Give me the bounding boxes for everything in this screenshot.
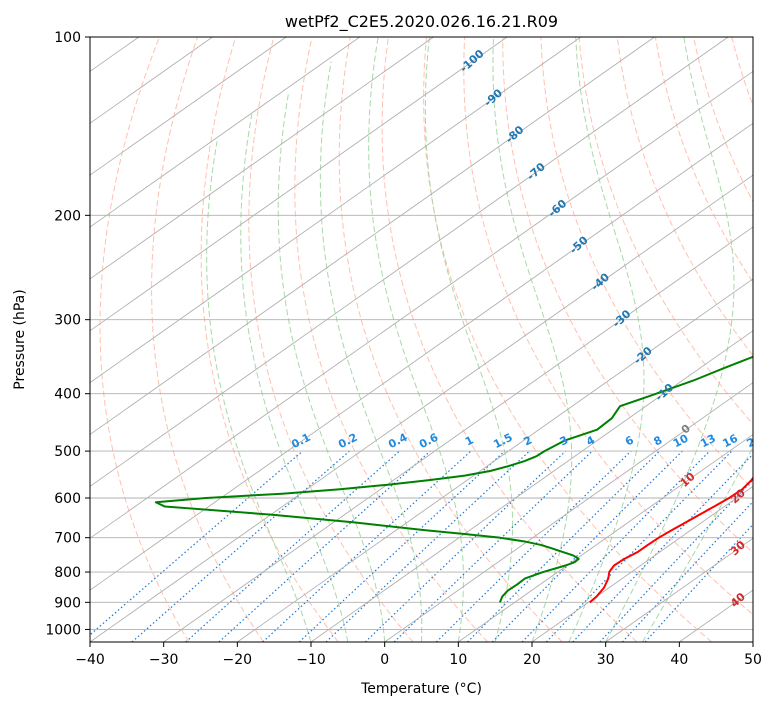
dry-adiabat-line <box>423 37 713 642</box>
dry-adiabat-line <box>338 37 563 642</box>
dry-adiabat-line <box>540 37 753 491</box>
moist-adiabat-line <box>492 37 573 642</box>
dewpoint-profile-line <box>154 355 753 603</box>
dry-adiabat-line <box>502 37 753 554</box>
x-tick-label: −30 <box>149 652 179 668</box>
x-tick-label: −40 <box>75 652 105 668</box>
mixing-ratio-line <box>90 450 304 636</box>
dry-adiabat-line <box>463 37 753 616</box>
dry-adiabat-line <box>151 37 264 642</box>
mixing-ratio-line <box>393 450 593 642</box>
x-tick-label: −20 <box>223 652 253 668</box>
dry-adiabat-line <box>248 37 414 642</box>
x-tick-label: 30 <box>597 652 615 668</box>
y-tick-label: 900 <box>54 595 81 611</box>
isotherm-line <box>458 433 753 642</box>
mixing-ratio-line <box>435 450 632 642</box>
x-tick-label: 10 <box>449 652 467 668</box>
mixing-ratio-line <box>218 450 431 642</box>
y-tick-label: 800 <box>54 565 81 581</box>
mixing-ratio-line <box>521 450 711 642</box>
moist-adiabat-line <box>240 114 349 642</box>
mixing-ratio-label: 20 <box>745 432 765 451</box>
isotherm-line <box>0 37 65 642</box>
isotherm-line <box>90 37 434 280</box>
dry-adiabat-line <box>294 37 488 642</box>
isotherm-line <box>90 37 508 332</box>
x-tick-label: −10 <box>296 652 326 668</box>
moist-adiabat-line <box>642 445 753 642</box>
isotherm-line <box>90 37 729 487</box>
y-axis-label: Pressure (hPa) <box>12 289 28 389</box>
mixing-ratio-line <box>262 450 472 642</box>
isotherm-line <box>90 174 753 642</box>
x-axis-label: Temperature (°C) <box>360 681 482 697</box>
mixing-ratio-line <box>131 450 350 642</box>
dry-adiabat-line <box>578 37 753 425</box>
isotherm-line <box>90 122 753 591</box>
plot-area <box>90 37 753 642</box>
moist-adiabat-line <box>424 37 514 642</box>
data-series <box>154 355 753 604</box>
mixing-ratio-line <box>325 450 530 642</box>
dry-adiabat-line <box>693 37 753 203</box>
y-tick-label: 300 <box>54 313 81 329</box>
moist-adiabat-line <box>605 37 735 642</box>
isotherm-line <box>531 485 753 642</box>
isotherm-line <box>90 70 753 539</box>
moist-adiabat-line <box>368 37 464 642</box>
saturation-curve-line <box>0 37 65 642</box>
y-tick-label: 200 <box>54 208 81 224</box>
isotherm-line <box>90 37 582 384</box>
y-tick-label: 400 <box>54 387 81 403</box>
y-tick-label: 700 <box>54 531 81 547</box>
isotherm-line <box>752 641 753 642</box>
isotherm-line <box>605 537 753 642</box>
dry-adiabat-line <box>200 37 339 642</box>
dry-adiabat-line <box>99 37 190 642</box>
mixing-ratio-line <box>467 450 661 642</box>
isotherm-line <box>163 226 753 642</box>
mixing-ratio-line <box>572 453 753 642</box>
dry-adiabat-line <box>770 37 775 642</box>
y-tick-label: 500 <box>54 444 81 460</box>
y-axis: 100 200 300 400 500 600 700 800 900 1000 <box>45 30 90 638</box>
mixing-ratio-label: 10 <box>671 432 691 451</box>
mixing-ratio-label: 16 <box>720 432 740 451</box>
isotherm-line <box>310 330 753 642</box>
isotherm-line <box>90 37 361 228</box>
plot-frame <box>89 36 754 643</box>
mixing-ratio-line <box>298 450 506 642</box>
x-axis: −40 −30 −20 −10 0 10 20 30 40 50 <box>75 642 762 668</box>
x-tick-label: 50 <box>744 652 762 668</box>
mixing-ratio-line <box>491 450 683 642</box>
mixing-ratio-line <box>545 450 733 642</box>
x-tick-label: 20 <box>523 652 541 668</box>
mixing-ratio-label: 25 <box>769 432 775 451</box>
chart-title: wetPf2_C2E5.2020.026.16.21.R09 <box>285 12 558 32</box>
y-tick-label: 100 <box>54 30 81 46</box>
temperature-profile-line <box>589 476 753 604</box>
isotherm-line <box>90 37 287 176</box>
moist-adiabat-line <box>277 94 386 642</box>
dry-adiabat-line <box>381 37 638 642</box>
y-tick-label: 600 <box>54 491 81 507</box>
x-tick-label: 40 <box>670 652 688 668</box>
mixing-ratio-label: 13 <box>698 432 718 451</box>
y-tick-label: 1000 <box>45 622 81 638</box>
mixing-ratio-line <box>644 523 753 642</box>
moist-adiabat-line <box>568 37 645 642</box>
moist-adiabat-line <box>319 61 423 642</box>
isotherm-line <box>90 37 655 436</box>
background-lines <box>0 37 775 642</box>
isotherm-line <box>237 278 753 642</box>
x-tick-label: 0 <box>380 652 389 668</box>
